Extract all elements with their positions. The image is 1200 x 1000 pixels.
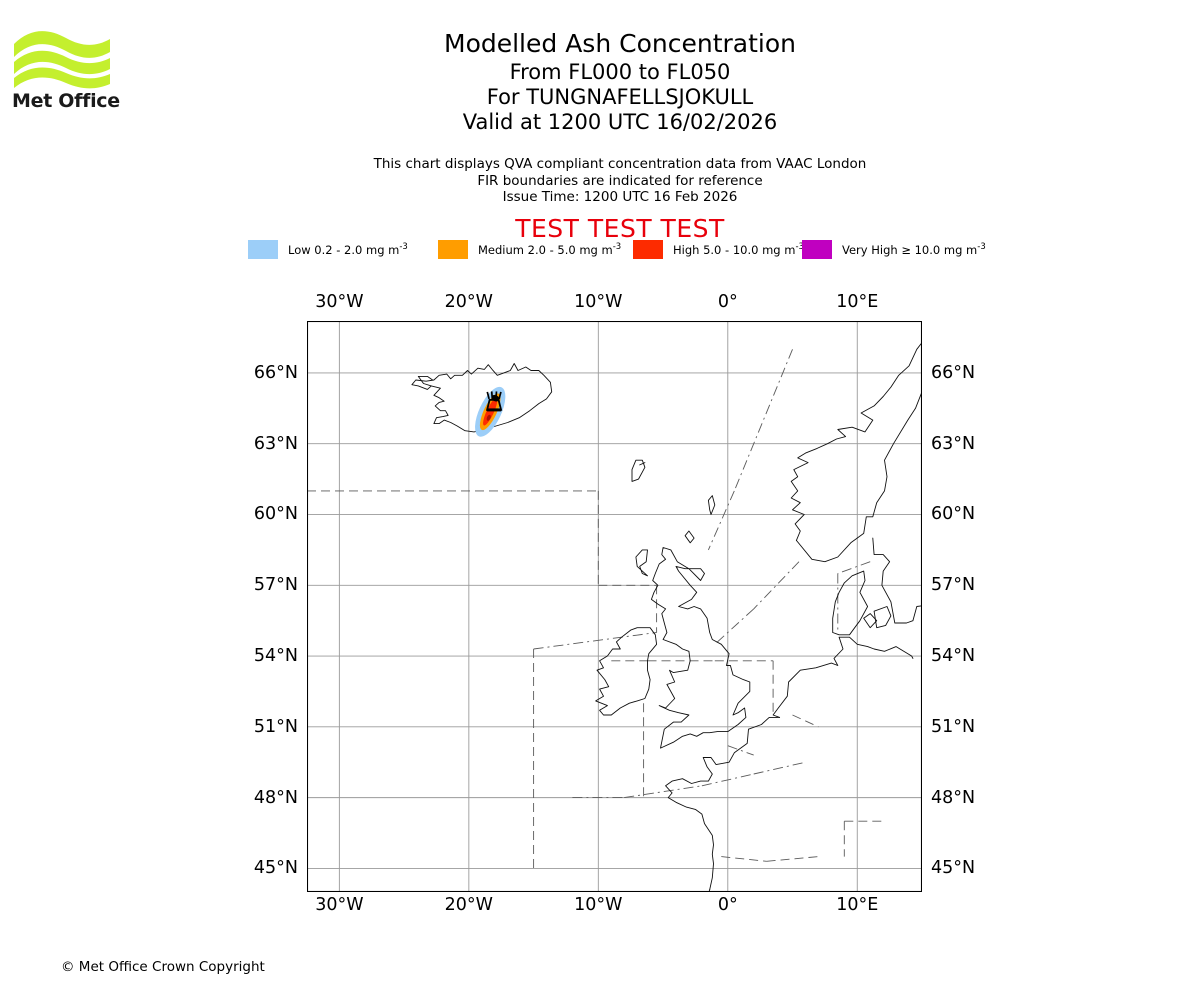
- lat-tick-left-6: 48°N: [253, 787, 298, 808]
- legend-swatch-medium: [438, 240, 468, 259]
- volcano-name: For TUNGNAFELLSJOKULL: [486, 85, 754, 109]
- legend-label-low: Low 0.2 - 2.0 mg m-3: [288, 242, 408, 257]
- test-banner: TEST TEST TEST: [515, 214, 725, 243]
- lon-tick-bottom-4: 10°E: [836, 895, 879, 915]
- lat-tick-left-5: 51°N: [253, 716, 298, 737]
- note-qva: This chart displays QVA compliant concen…: [373, 156, 867, 172]
- volcano-symbol-icon: [485, 391, 503, 412]
- lon-tick-top-1: 20°W: [444, 292, 493, 312]
- plume-core: [486, 414, 491, 421]
- lon-tick-top-0: 30°W: [315, 292, 364, 312]
- lon-tick-top-4: 10°E: [836, 292, 879, 312]
- lat-tick-right-5: 51°N: [931, 716, 976, 737]
- legend-swatch-low: [248, 240, 278, 259]
- legend-item-low: Low 0.2 - 2.0 mg m-3: [248, 240, 408, 259]
- lat-tick-left-4: 54°N: [253, 646, 298, 667]
- legend-label-high: High 5.0 - 10.0 mg m-3: [673, 242, 804, 257]
- flight-level-range: From FL000 to FL050: [509, 60, 731, 84]
- lat-tick-right-4: 54°N: [931, 646, 976, 667]
- lon-tick-bottom-0: 30°W: [315, 895, 364, 915]
- met-office-logo: [12, 22, 122, 114]
- lat-tick-right-3: 57°N: [931, 575, 976, 596]
- chart-notes: This chart displays QVA compliant concen…: [200, 156, 1040, 206]
- lon-tick-bottom-1: 20°W: [444, 895, 493, 915]
- ash-concentration-map: [307, 321, 922, 892]
- lat-tick-left-0: 66°N: [253, 362, 298, 383]
- lon-tick-top-3: 0°: [717, 292, 738, 312]
- lat-tick-left-7: 45°N: [253, 858, 298, 879]
- concentration-legend: Low 0.2 - 2.0 mg m-3 Medium 2.0 - 5.0 mg…: [240, 240, 1000, 264]
- legend-item-high: High 5.0 - 10.0 mg m-3: [633, 240, 804, 259]
- valid-time: Valid at 1200 UTC 16/02/2026: [462, 110, 778, 134]
- lon-tick-top-2: 10°W: [574, 292, 623, 312]
- legend-swatch-very-high: [802, 240, 832, 259]
- lat-tick-right-1: 63°N: [931, 433, 976, 454]
- lat-tick-left-3: 57°N: [253, 575, 298, 596]
- lat-tick-right-7: 45°N: [931, 858, 976, 879]
- plume-band-high: [483, 398, 498, 426]
- lon-tick-bottom-2: 10°W: [574, 895, 623, 915]
- lat-tick-right-6: 48°N: [931, 787, 976, 808]
- chart-title-block: Modelled Ash Concentration From FL000 to…: [200, 28, 1040, 135]
- lat-tick-right-2: 60°N: [931, 504, 976, 525]
- legend-label-medium: Medium 2.0 - 5.0 mg m-3: [478, 242, 622, 257]
- met-office-wordmark: Met Office: [12, 90, 120, 112]
- lat-tick-left-2: 60°N: [253, 504, 298, 525]
- legend-item-medium: Medium 2.0 - 5.0 mg m-3: [438, 240, 621, 259]
- lon-tick-bottom-3: 0°: [717, 895, 738, 915]
- issue-time: Issue Time: 1200 UTC 16 Feb 2026: [502, 189, 738, 205]
- note-fir: FIR boundaries are indicated for referen…: [477, 172, 763, 189]
- lat-tick-right-0: 66°N: [931, 362, 976, 383]
- legend-label-very-high: Very High ≥ 10.0 mg m-3: [842, 242, 986, 257]
- page-title: Modelled Ash Concentration: [444, 29, 796, 58]
- lat-tick-left-1: 63°N: [253, 433, 298, 454]
- copyright-notice: © Met Office Crown Copyright: [61, 959, 265, 975]
- legend-swatch-high: [633, 240, 663, 259]
- legend-item-very-high: Very High ≥ 10.0 mg m-3: [802, 240, 986, 259]
